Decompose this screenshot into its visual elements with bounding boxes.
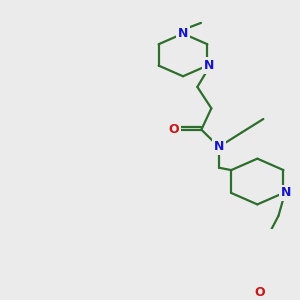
Text: N: N: [281, 187, 292, 200]
Text: N: N: [214, 140, 224, 153]
Text: N: N: [204, 59, 214, 72]
Text: O: O: [168, 123, 179, 136]
Text: O: O: [254, 286, 265, 299]
Text: N: N: [178, 27, 188, 40]
